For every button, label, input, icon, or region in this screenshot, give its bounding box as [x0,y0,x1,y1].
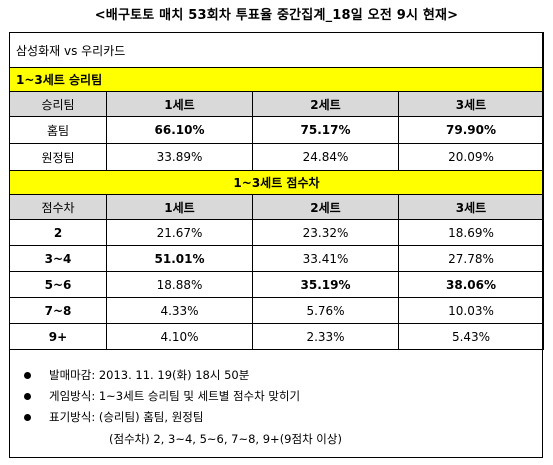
table-cell: 33.89% [106,143,253,171]
vote-rate-table: 삼성화재 vs 우리카드 1~3세트 승리팀 승리팀 1세트 2세트 3세트 홈… [9,32,544,350]
row-label: 5~6 [9,271,107,298]
note-item: 표기방식: (승리팀) 홈팀, 원정팀 [49,410,204,424]
notes-section: 발매마감: 2013. 11. 19(화) 18시 50분 게임방식: 1~3세… [9,366,543,458]
row-label: 홈팀 [9,116,107,144]
table-header-row: 승리팀 1세트 2세트 3세트 [9,91,544,117]
bullet-icon [24,372,31,379]
bullet-icon [24,393,31,400]
table-frame [9,32,543,458]
table-row: 원정팀 33.89% 24.84% 20.09% [9,143,544,171]
table-cell: 75.17% [252,116,399,144]
table-cell: 4.33% [106,297,253,324]
table-row: 9+ 4.10% 2.33% 5.43% [9,323,544,350]
table-cell: 27.78% [398,245,544,272]
table-cell: 20.09% [398,143,544,171]
note-item: (점수차) 2, 3~4, 5~6, 7~8, 9+(9점차 이상) [109,432,342,446]
column-header: 3세트 [398,194,544,220]
table-cell: 24.84% [252,143,399,171]
table-cell: 2.33% [252,323,399,350]
table-cell: 4.10% [106,323,253,350]
table-cell: 51.01% [106,245,253,272]
matchup-cell: 삼성화재 vs 우리카드 [9,32,544,68]
table-cell: 66.10% [106,116,253,144]
table-cell: 23.32% [252,219,399,246]
page-title: <배구토토 매치 53회차 투표율 중간집계_18일 오전 9시 현재> [94,8,459,23]
table-row: 5~6 18.88% 35.19% 38.06% [9,271,544,298]
table-cell: 18.88% [106,271,253,298]
section-heading-winner: 1~3세트 승리팀 [9,67,544,92]
bullet-icon [24,414,31,421]
table-cell: 5.43% [398,323,544,350]
column-header: 2세트 [252,194,399,220]
table-cell: 5.76% [252,297,399,324]
note-item: 게임방식: 1~3세트 승리팀 및 세트별 점수차 맞히기 [49,389,301,403]
table-cell: 79.90% [398,116,544,144]
table-row: 홈팀 66.10% 75.17% 79.90% [9,116,544,144]
column-header: 승리팀 [9,91,107,117]
table-header-row: 점수차 1세트 2세트 3세트 [9,194,544,220]
row-label: 원정팀 [9,143,107,171]
section-heading-score: 1~3세트 점수차 [9,170,544,195]
column-header: 3세트 [398,91,544,117]
note-item: 발매마감: 2013. 11. 19(화) 18시 50분 [49,368,250,382]
row-label: 9+ [9,323,107,350]
